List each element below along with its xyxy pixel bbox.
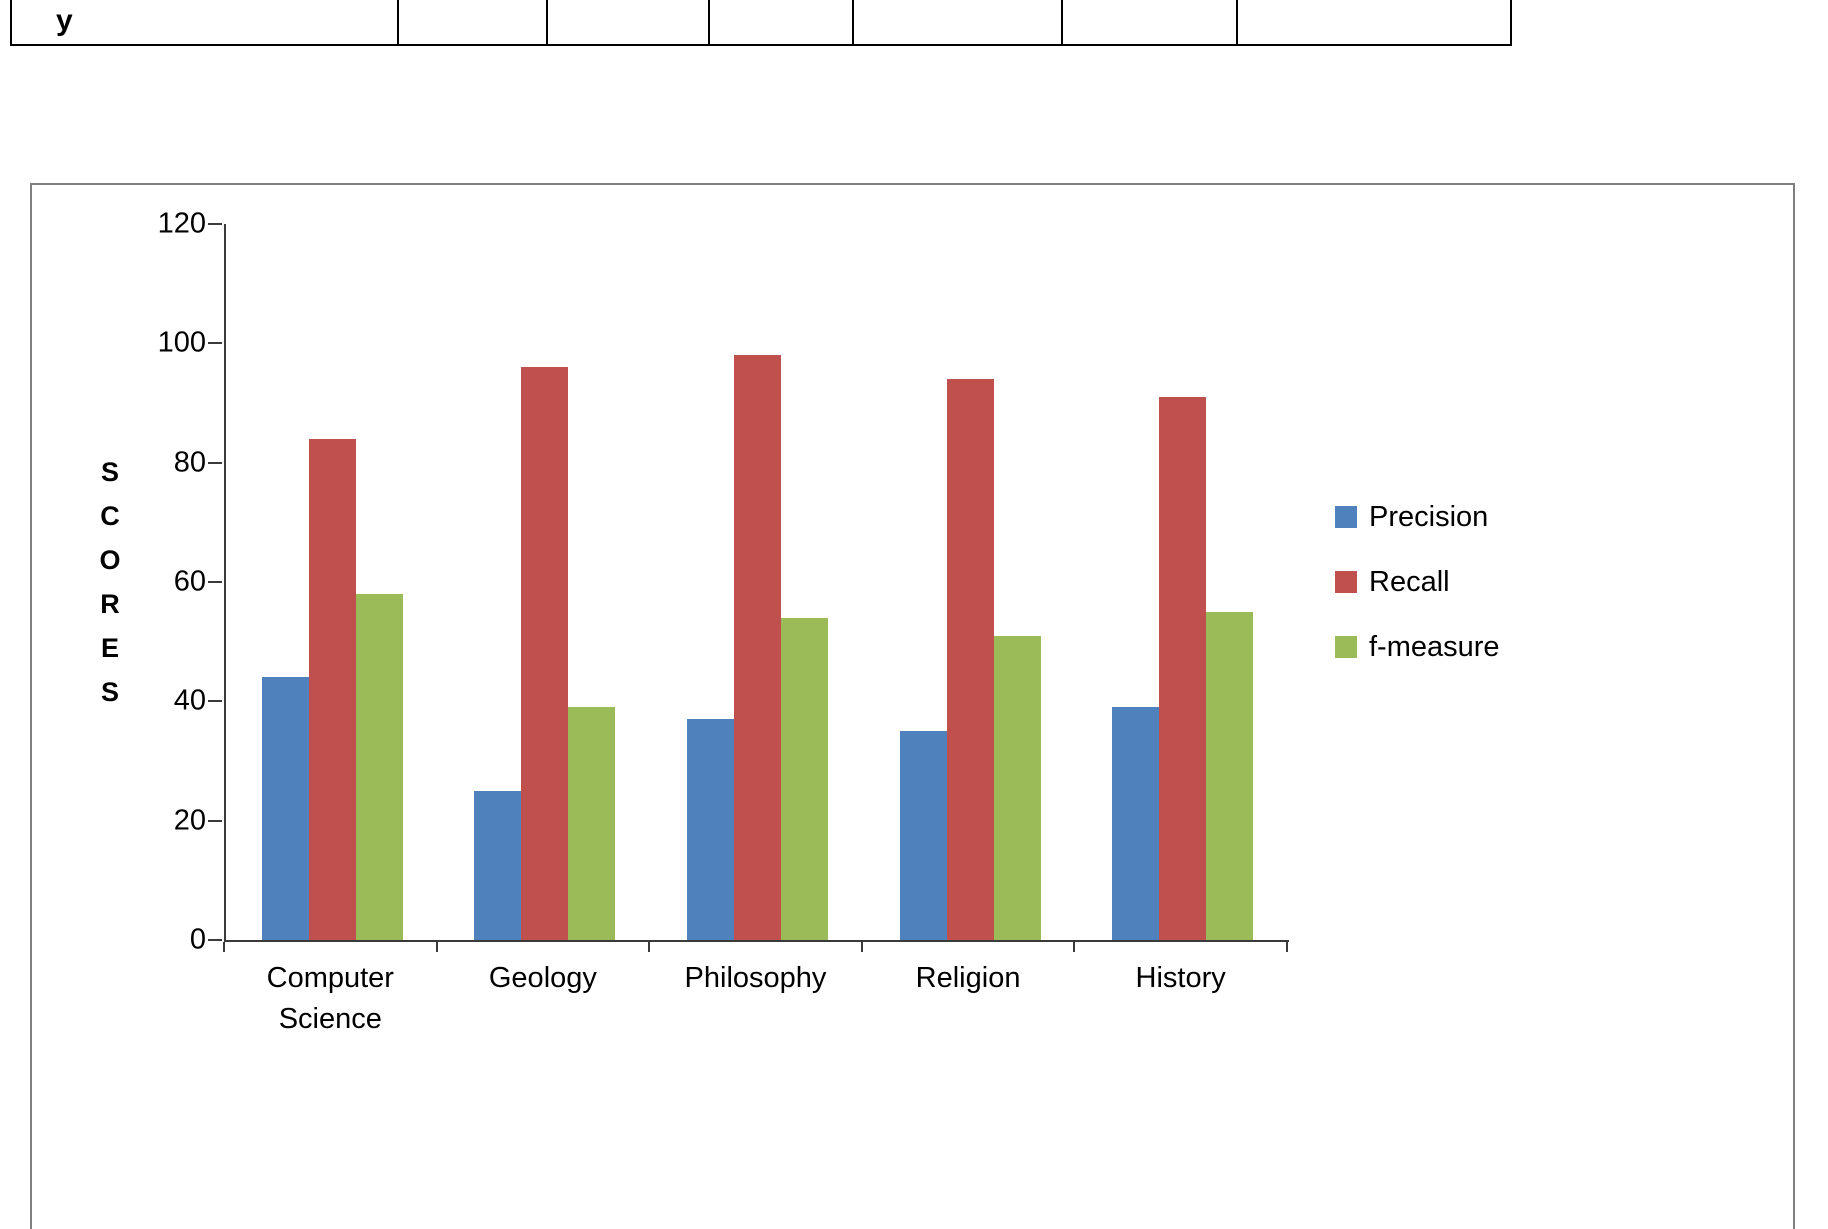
bar-precision-geology — [474, 790, 522, 940]
category-labels: Computer Science Geology Philosophy Religio… — [224, 958, 1287, 1039]
bar-precision-philosophy — [686, 719, 734, 940]
table-cell — [1238, 0, 1510, 44]
legend-swatch-f-measure — [1335, 636, 1357, 658]
y-tick-mark — [208, 819, 222, 822]
y-axis-title-letter: R — [100, 589, 120, 619]
x-tick-mark — [1073, 942, 1076, 952]
legend-item-f-measure: f-measure — [1335, 630, 1500, 663]
bar-group-history — [1076, 224, 1289, 940]
category-label-philosophy: Philosophy — [684, 962, 827, 994]
legend: Precision Recall f-measure — [1335, 224, 1500, 940]
bar-recall-religion — [946, 379, 994, 940]
y-tick-label: 120 — [157, 207, 206, 240]
y-tick-mark — [208, 581, 222, 583]
y-axis-title-letter: O — [99, 545, 121, 575]
table-cell — [399, 0, 548, 44]
y-tick-label: 0 — [189, 923, 206, 956]
bar-precision-computer-science — [261, 677, 309, 940]
table-cell — [1063, 0, 1238, 44]
table-fragment: y — [10, 0, 1512, 46]
y-tick-label: 60 — [173, 565, 206, 598]
table-cell — [854, 0, 1063, 44]
plot-area — [224, 224, 1289, 942]
bar-group-religion — [864, 224, 1077, 940]
bar-f-measure-history — [1206, 611, 1254, 940]
x-tick-mark — [223, 942, 225, 952]
bar-precision-history — [1112, 707, 1160, 940]
legend-label-precision: Precision — [1369, 500, 1489, 533]
y-tick-mark — [208, 461, 222, 464]
category-label-history: History — [1135, 962, 1226, 994]
category-label-geology: Geology — [488, 962, 597, 994]
y-axis-title-letter: S — [100, 457, 119, 487]
table-cell: y — [12, 0, 399, 44]
bar-f-measure-geology — [568, 707, 616, 940]
y-tick-mark — [208, 342, 222, 345]
bar-recall-history — [1159, 397, 1207, 940]
y-axis-title-letter: E — [100, 633, 119, 663]
category-label-computer-science: Computer Science — [266, 962, 394, 1035]
y-axis-title-letter: C — [100, 501, 120, 531]
bar-recall-computer-science — [308, 438, 356, 940]
bar-group-computer-science — [226, 224, 439, 940]
bar-f-measure-computer-science — [355, 593, 403, 940]
bar-f-measure-philosophy — [780, 617, 828, 940]
legend-item-recall: Recall — [1335, 565, 1500, 598]
legend-swatch-precision — [1335, 506, 1357, 528]
y-tick-label: 80 — [173, 446, 206, 479]
bar-recall-philosophy — [733, 355, 781, 940]
y-tick-label: 40 — [173, 684, 206, 717]
bar-recall-geology — [521, 367, 569, 940]
legend-label-f-measure: f-measure — [1369, 630, 1500, 663]
legend-swatch-recall — [1335, 571, 1357, 593]
y-tick-label: 100 — [157, 326, 206, 359]
legend-item-precision: Precision — [1335, 500, 1500, 533]
y-tick-label: 20 — [173, 804, 206, 837]
bar-group-geology — [439, 224, 652, 940]
x-tick-mark — [648, 942, 651, 952]
y-tick-mark — [208, 939, 222, 941]
table-cell — [548, 0, 710, 44]
y-tick-mark — [208, 700, 222, 703]
x-tick-mark — [1286, 942, 1288, 952]
y-tick-labels: 0 20 40 60 80 100 120 — [122, 209, 206, 954]
bar-f-measure-religion — [993, 635, 1041, 940]
bar-precision-religion — [899, 731, 947, 940]
bar-group-philosophy — [651, 224, 864, 940]
y-axis-title-letter: S — [100, 677, 119, 707]
x-tick-mark — [435, 942, 438, 952]
table-cell — [710, 0, 854, 44]
legend-label-recall: Recall — [1369, 565, 1450, 598]
x-tick-mark — [860, 942, 863, 952]
y-tick-mark — [208, 223, 222, 225]
category-label-religion: Religion — [915, 962, 1021, 994]
